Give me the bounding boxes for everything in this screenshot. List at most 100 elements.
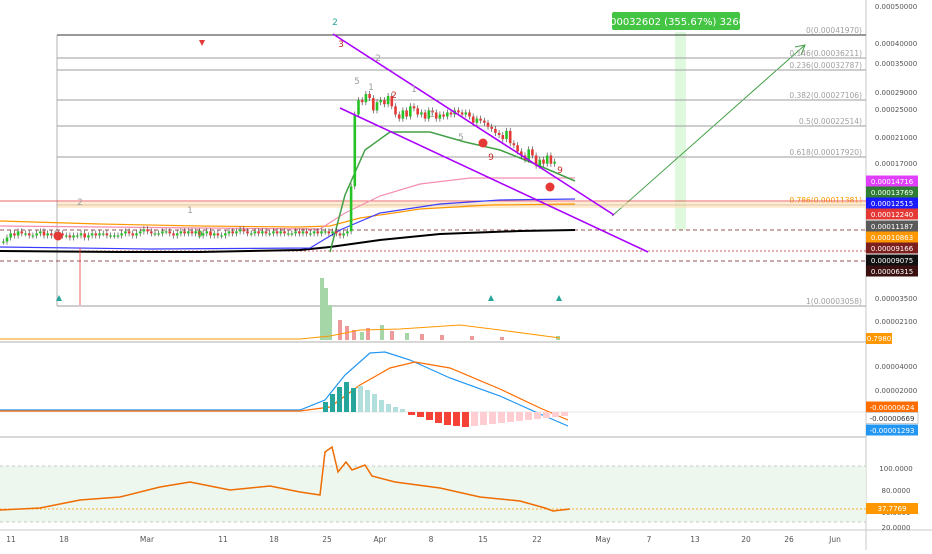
price-badge xyxy=(866,220,918,232)
candle xyxy=(109,235,112,237)
price-badge-text: 0.00012240 xyxy=(871,211,913,219)
volume-bars xyxy=(0,278,561,340)
candle xyxy=(190,231,194,234)
macd-signal xyxy=(0,361,569,421)
candle xyxy=(138,231,142,234)
candle xyxy=(13,233,16,236)
macd-hist-bar xyxy=(444,412,451,425)
candle xyxy=(131,233,135,236)
price-tick: 0.00003500 xyxy=(875,295,917,303)
candle xyxy=(338,233,342,236)
candle xyxy=(468,112,471,117)
price-badge-text: 0.00010863 xyxy=(871,234,913,242)
fib-retracement: 0(0.00041970) 0.146(0.00036211) 0.236(0.00… xyxy=(56,26,866,307)
candle xyxy=(98,233,101,236)
price-badge-text: 0.00009166 xyxy=(871,245,914,253)
candle xyxy=(172,233,175,236)
td-number: 5 xyxy=(354,77,360,87)
candle xyxy=(471,116,475,123)
fib-label: 0.618(0.00017920) xyxy=(789,148,862,157)
candle xyxy=(431,110,434,113)
macd-hist-bar xyxy=(337,387,342,412)
candles xyxy=(2,91,556,305)
candle xyxy=(475,118,479,123)
macd-hist-bar xyxy=(426,412,433,420)
time-tick: 15 xyxy=(478,535,488,544)
volume-bar xyxy=(380,325,384,340)
candle xyxy=(327,231,331,234)
fib-label: 0.382(0.00027106) xyxy=(789,91,862,100)
candle xyxy=(298,231,301,234)
time-tick: 18 xyxy=(269,535,279,544)
candle xyxy=(194,231,197,234)
candle xyxy=(261,231,264,234)
up-arrow-icon xyxy=(488,295,494,301)
td-marker xyxy=(53,231,63,241)
price-badge-text: 0.00014716 xyxy=(871,178,914,186)
candle xyxy=(50,233,53,236)
price-tick: 0.00025000 xyxy=(875,106,917,114)
ma-orange xyxy=(0,203,576,228)
rsi-band xyxy=(0,466,866,522)
macd-hist-bar xyxy=(543,412,550,418)
candle xyxy=(79,233,83,236)
macd-hist-bar xyxy=(344,382,349,412)
macd-hist-bar xyxy=(386,404,391,412)
td-number: 2 xyxy=(77,198,83,208)
td-marker xyxy=(545,182,555,192)
candle xyxy=(416,108,419,115)
volume-bar xyxy=(405,333,409,340)
candle xyxy=(224,233,227,236)
price-badge xyxy=(866,265,918,277)
candle xyxy=(412,106,416,109)
macd-hist-bar xyxy=(323,402,328,412)
candle xyxy=(349,186,353,232)
macd-hist-bar xyxy=(330,394,335,412)
candle xyxy=(46,233,49,236)
volume-bar xyxy=(324,288,328,340)
ma-black xyxy=(0,229,576,253)
macd-badge-text: -0.00001293 xyxy=(870,427,915,435)
time-tick: 25 xyxy=(322,535,332,544)
candle xyxy=(183,231,186,234)
price-badge xyxy=(866,186,918,198)
price-tick: 0.00035000 xyxy=(875,60,917,68)
candle xyxy=(24,233,27,235)
candle xyxy=(335,231,338,234)
volume-bar xyxy=(366,328,370,340)
candle xyxy=(301,231,305,234)
price-tick: 0.00017000 xyxy=(875,160,917,168)
candle xyxy=(423,112,427,119)
td-number: 2 xyxy=(391,91,397,101)
candle xyxy=(294,231,297,234)
candle xyxy=(216,233,220,236)
price-badge xyxy=(866,231,918,243)
candle xyxy=(87,235,90,238)
td-number: 1 xyxy=(411,85,417,95)
macd-hist-bar xyxy=(453,412,460,426)
macd-line xyxy=(0,351,569,427)
candle xyxy=(272,231,275,234)
candle xyxy=(383,100,386,105)
price-badge xyxy=(866,254,918,266)
candle xyxy=(420,112,423,115)
candle xyxy=(101,233,105,235)
candle xyxy=(460,112,464,115)
rsi-badge xyxy=(866,503,918,514)
macd-hist-bar xyxy=(561,412,568,416)
time-tick: 7 xyxy=(647,535,652,544)
candle xyxy=(124,231,127,234)
candle xyxy=(246,231,249,234)
price-scale: 0.00050000 0.00040000 0.00035000 0.00029000… xyxy=(875,3,917,532)
candle xyxy=(235,231,238,234)
candle xyxy=(368,94,371,99)
candle xyxy=(242,229,246,232)
candle xyxy=(305,231,308,234)
volume-bar xyxy=(470,336,474,340)
rsi-tick: 100.0000 xyxy=(879,465,912,473)
time-tick: 13 xyxy=(690,535,700,544)
volume-ma xyxy=(0,324,561,340)
target-label-box xyxy=(612,12,740,30)
